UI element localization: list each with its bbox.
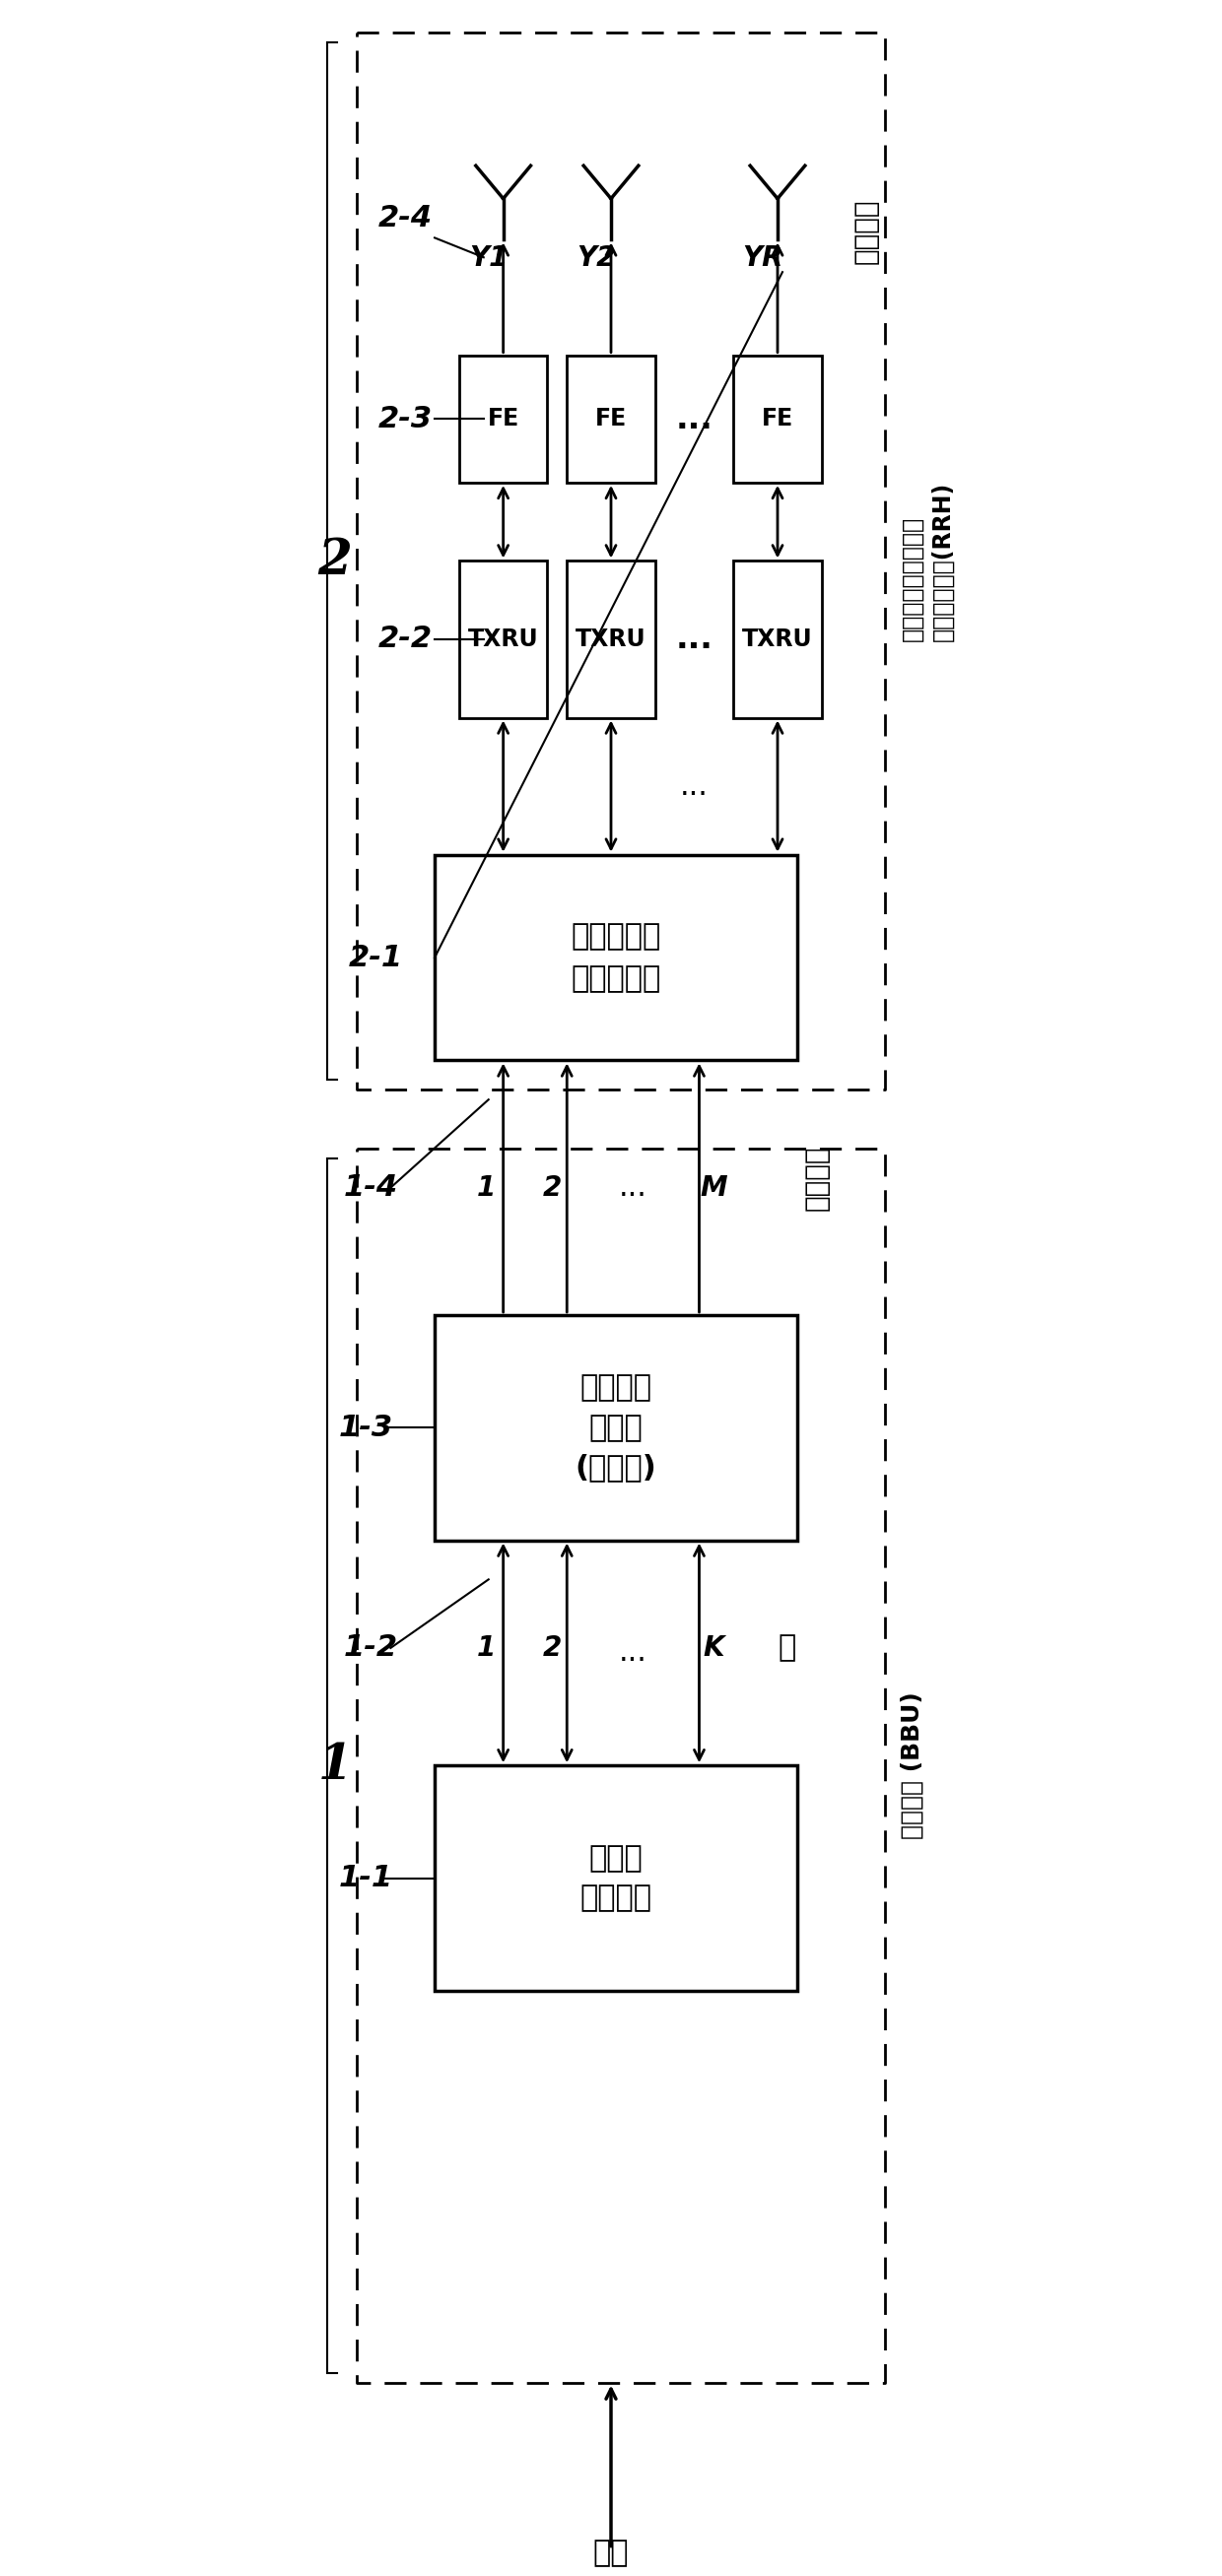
Text: 2-2: 2-2 bbox=[378, 626, 433, 654]
Bar bbox=[567, 355, 655, 482]
Text: ...: ... bbox=[618, 1638, 648, 1667]
Bar bbox=[459, 355, 547, 482]
Text: 1-1: 1-1 bbox=[338, 1865, 393, 1893]
Bar bbox=[435, 1314, 797, 1540]
Bar bbox=[733, 355, 821, 482]
Text: 物理天线: 物理天线 bbox=[852, 198, 880, 265]
Text: 2-3: 2-3 bbox=[378, 404, 433, 433]
Text: ...: ... bbox=[618, 1175, 648, 1203]
Text: M: M bbox=[700, 1175, 727, 1200]
Text: 层: 层 bbox=[778, 1633, 797, 1662]
Text: YR: YR bbox=[743, 245, 783, 273]
Bar bbox=[567, 562, 655, 719]
Text: FE: FE bbox=[761, 407, 793, 430]
Text: Y1: Y1 bbox=[469, 245, 508, 273]
Text: 2-4: 2-4 bbox=[378, 204, 433, 232]
Text: FE: FE bbox=[488, 407, 519, 430]
Bar bbox=[459, 562, 547, 719]
Text: 1-3: 1-3 bbox=[338, 1414, 393, 1443]
Text: 端口到物理
天线映射器: 端口到物理 天线映射器 bbox=[571, 922, 661, 992]
Text: 2-1: 2-1 bbox=[348, 943, 403, 971]
Bar bbox=[435, 855, 797, 1061]
Text: 层到端口
映射器
(预编码): 层到端口 映射器 (预编码) bbox=[576, 1373, 656, 1481]
Text: 1: 1 bbox=[477, 1175, 496, 1200]
Text: 1: 1 bbox=[477, 1633, 496, 1662]
Text: Y2: Y2 bbox=[577, 245, 616, 273]
Bar bbox=[733, 562, 821, 719]
Text: 数据: 数据 bbox=[593, 2540, 629, 2568]
Text: 具有常规无线电链的
远程无线电头(RRH): 具有常规无线电链的 远程无线电头(RRH) bbox=[901, 482, 954, 641]
Text: TXRU: TXRU bbox=[576, 629, 646, 652]
Text: 基带单元 (BBU): 基带单元 (BBU) bbox=[901, 1692, 924, 1839]
Text: 2: 2 bbox=[318, 536, 352, 585]
Text: ...: ... bbox=[681, 773, 709, 801]
Text: ...: ... bbox=[676, 402, 712, 435]
Text: 单行到
层映射器: 单行到 层映射器 bbox=[580, 1844, 651, 1911]
Bar bbox=[435, 1765, 797, 1991]
Text: 2: 2 bbox=[543, 1175, 562, 1200]
Text: 1-2: 1-2 bbox=[343, 1633, 398, 1662]
Text: FE: FE bbox=[595, 407, 627, 430]
Text: ...: ... bbox=[676, 623, 712, 654]
Text: 2: 2 bbox=[543, 1633, 562, 1662]
Text: 1: 1 bbox=[318, 1741, 352, 1790]
Text: TXRU: TXRU bbox=[742, 629, 813, 652]
Text: TXRU: TXRU bbox=[468, 629, 539, 652]
Text: 1-4: 1-4 bbox=[343, 1175, 398, 1203]
Text: K: K bbox=[704, 1633, 725, 1662]
Text: 天线端口: 天线端口 bbox=[803, 1146, 831, 1211]
